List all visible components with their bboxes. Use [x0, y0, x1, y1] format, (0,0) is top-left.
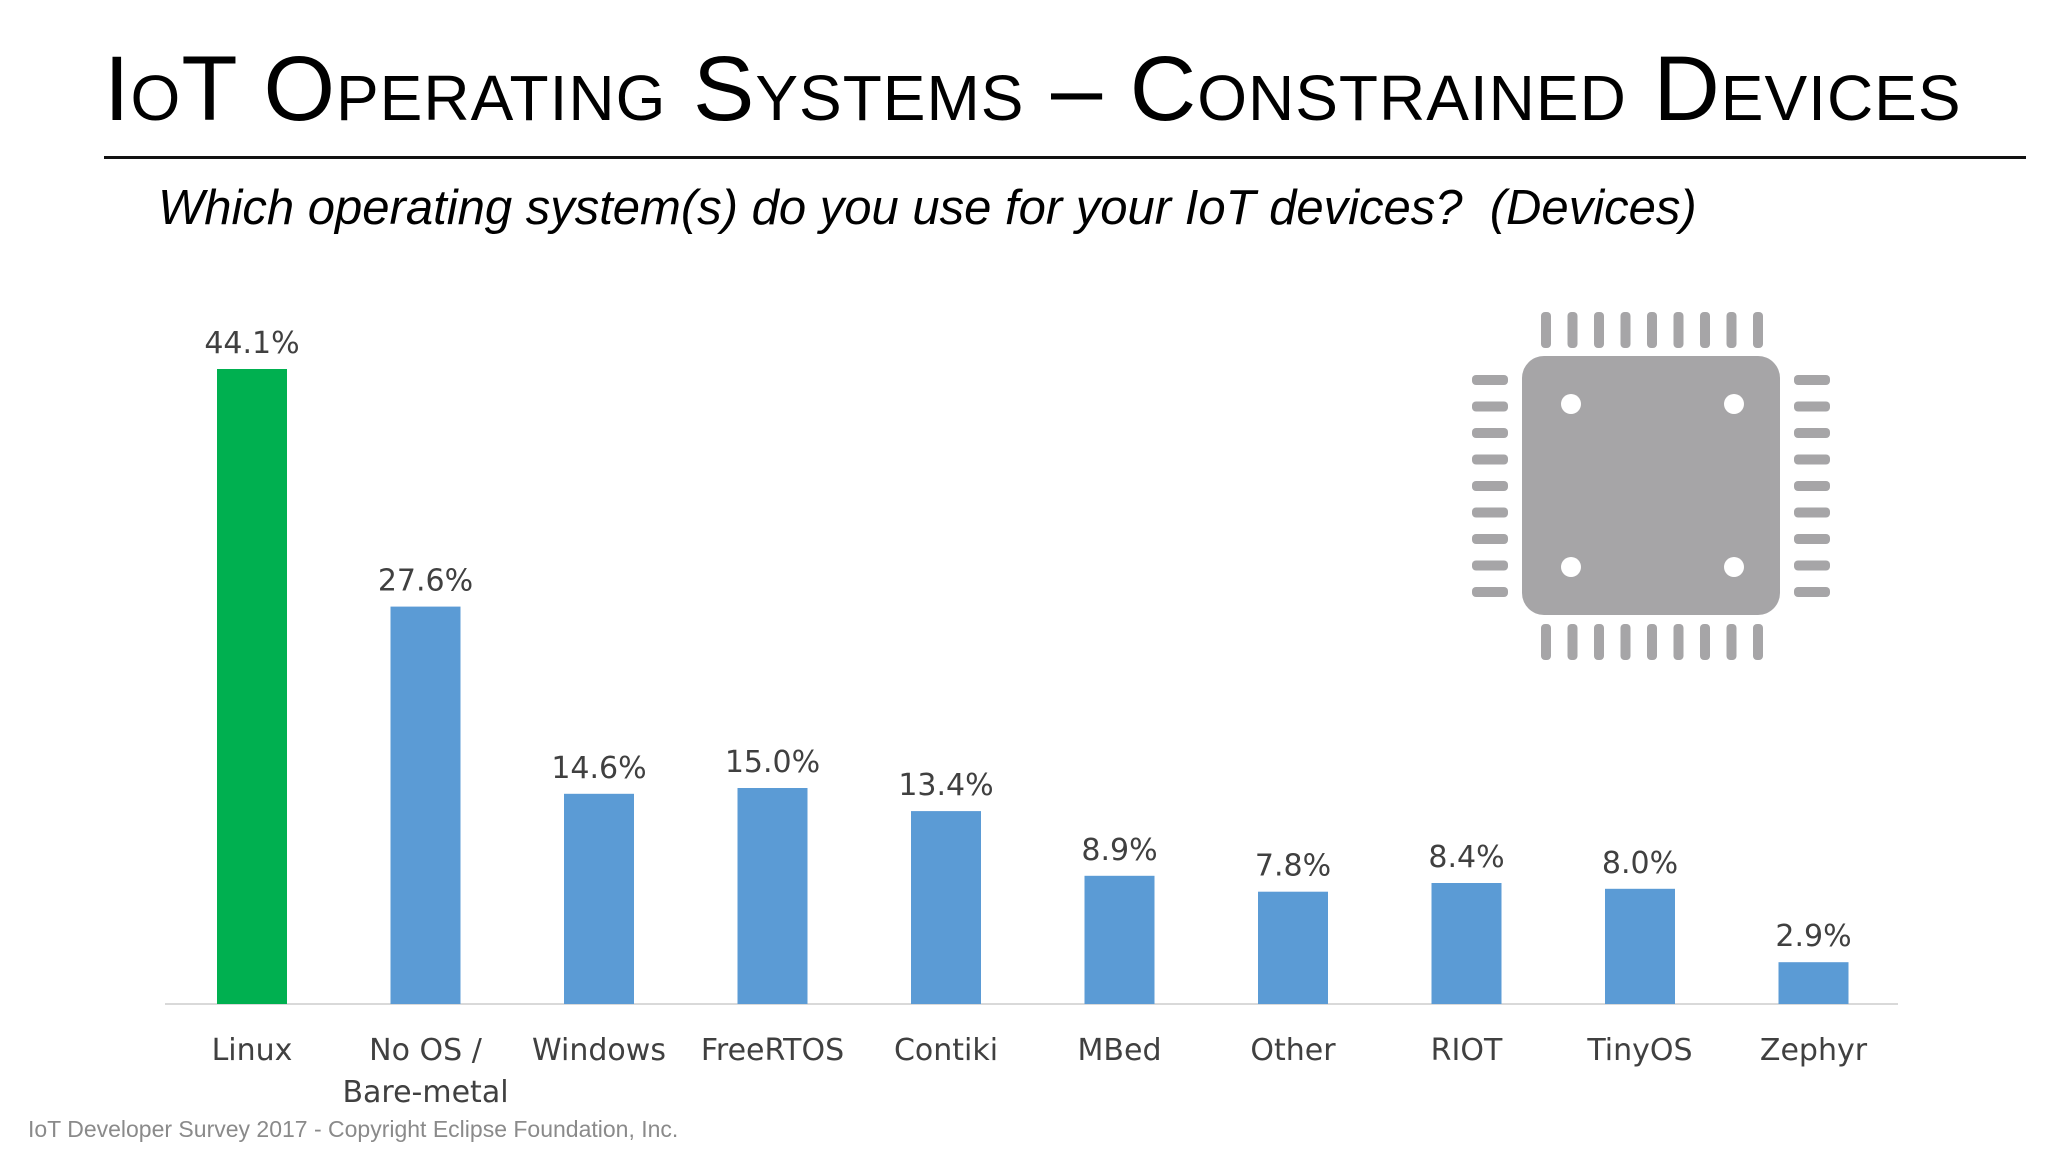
category-label-7: RIOT — [1431, 1033, 1503, 1068]
category-label-0: Linux — [212, 1033, 293, 1068]
bar-2 — [564, 793, 634, 1004]
category-label-6: Other — [1250, 1033, 1336, 1068]
category-label-3: FreeRTOS — [701, 1033, 844, 1068]
bar-7 — [1431, 883, 1502, 1004]
microchip-icon — [1472, 312, 1830, 660]
category-label-1: No OS / Bare-metal — [342, 1033, 508, 1110]
value-labels-group: 44.1% 27.6% 14.6% 15.0% 13.4% 8.9% 7.8% 8.4% 8.0… — [204, 326, 1851, 954]
title-divider — [104, 156, 2026, 159]
category-label-5: MBed — [1078, 1033, 1162, 1068]
bar-3 — [737, 788, 808, 1004]
bar-6 — [1258, 891, 1328, 1004]
category-label-4: Contiki — [894, 1033, 998, 1068]
bar-9 — [1778, 962, 1849, 1004]
bar-4 — [911, 811, 981, 1004]
value-label-6: 7.8% — [1255, 849, 1331, 884]
copyright-footer: IoT Developer Survey 2017 - Copyright Ec… — [28, 1116, 679, 1142]
value-label-8: 8.0% — [1602, 846, 1678, 881]
slide-title: IoT Operating Systems – Constrained Devi… — [104, 38, 1962, 140]
value-label-3: 15.0% — [725, 745, 820, 780]
value-label-4: 13.4% — [898, 768, 993, 803]
bars-group — [217, 369, 1849, 1004]
value-label-0: 44.1% — [204, 326, 299, 361]
value-label-5: 8.9% — [1081, 833, 1157, 868]
bar-0 — [217, 369, 287, 1004]
category-label-9: Zephyr — [1760, 1033, 1868, 1068]
bar-8 — [1605, 888, 1675, 1004]
category-label-2: Windows — [532, 1033, 666, 1068]
value-label-9: 2.9% — [1775, 919, 1851, 954]
category-label-8: TinyOS — [1586, 1033, 1692, 1068]
value-label-2: 14.6% — [551, 751, 646, 786]
bar-5 — [1084, 875, 1155, 1004]
bar-1 — [390, 606, 461, 1004]
value-label-1: 27.6% — [378, 564, 473, 599]
chart-question: Which operating system(s) do you use for… — [158, 181, 1697, 235]
value-label-7: 8.4% — [1428, 840, 1504, 875]
category-labels-group: Linux No OS / Bare-metal Windows FreeRTOS Con… — [212, 1033, 1868, 1110]
